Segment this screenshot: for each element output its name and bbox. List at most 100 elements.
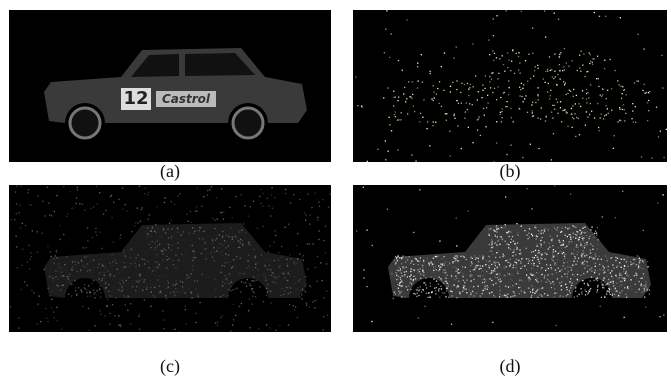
noise-dot bbox=[259, 196, 260, 197]
noise-dot bbox=[298, 281, 299, 282]
noise-dot bbox=[198, 294, 199, 295]
noise-dot bbox=[109, 313, 110, 314]
noise-dot bbox=[290, 258, 291, 259]
noise-dot bbox=[624, 317, 625, 318]
noise-dot bbox=[235, 265, 236, 266]
noise-dot bbox=[659, 316, 660, 317]
noise-dot bbox=[439, 241, 440, 242]
noise-dot bbox=[269, 206, 270, 207]
noise-dot bbox=[531, 208, 532, 209]
noise-dot bbox=[465, 111, 466, 112]
noise-dot bbox=[540, 243, 541, 244]
noise-dot bbox=[141, 279, 142, 280]
noise-dot bbox=[396, 257, 397, 258]
noise-dot bbox=[489, 250, 490, 251]
noise-dot bbox=[554, 293, 555, 294]
noise-dot bbox=[255, 296, 256, 297]
noise-dot bbox=[391, 273, 392, 274]
noise-dot bbox=[33, 292, 34, 293]
noise-dot bbox=[613, 148, 614, 149]
noise-dot bbox=[363, 277, 364, 278]
noise-dot bbox=[257, 228, 258, 229]
noise-dot bbox=[461, 103, 462, 104]
noise-dot bbox=[274, 260, 275, 261]
noise-dot bbox=[553, 78, 554, 79]
noise-dot bbox=[489, 76, 490, 77]
noise-dot bbox=[252, 296, 253, 297]
noise-dot bbox=[561, 269, 562, 270]
noise-dot bbox=[578, 239, 579, 240]
noise-dot bbox=[586, 261, 587, 262]
noise-dot bbox=[536, 277, 537, 278]
noise-dot bbox=[262, 205, 263, 206]
noise-dot bbox=[431, 292, 432, 293]
noise-dot bbox=[625, 273, 626, 274]
noise-dot bbox=[458, 272, 459, 273]
noise-dot bbox=[564, 256, 565, 257]
noise-dot bbox=[558, 247, 559, 248]
noise-dot bbox=[286, 287, 287, 288]
noise-dot bbox=[119, 272, 120, 273]
noise-dot bbox=[274, 276, 275, 277]
noise-dot bbox=[137, 222, 138, 223]
noise-dot bbox=[239, 247, 240, 248]
noise-dot bbox=[318, 201, 319, 202]
noise-dot bbox=[401, 112, 402, 113]
noise-dot bbox=[436, 287, 437, 288]
noise-dot bbox=[105, 288, 106, 289]
noise-dot bbox=[322, 280, 323, 281]
noise-dot bbox=[544, 277, 545, 278]
noise-dot bbox=[20, 289, 21, 290]
noise-dot bbox=[463, 276, 464, 277]
noise-dot bbox=[638, 256, 639, 257]
noise-dot bbox=[183, 231, 184, 232]
noise-dot bbox=[166, 259, 167, 260]
noise-dot bbox=[250, 206, 251, 207]
noise-dot bbox=[144, 263, 145, 264]
noise-dot bbox=[323, 316, 324, 317]
noise-dot bbox=[330, 193, 331, 194]
noise-dot bbox=[229, 273, 230, 274]
noise-dot bbox=[199, 227, 200, 228]
noise-dot bbox=[458, 269, 459, 270]
noise-dot bbox=[529, 228, 530, 229]
noise-dot bbox=[305, 291, 306, 292]
noise-dot bbox=[219, 235, 220, 236]
noise-dot bbox=[613, 281, 614, 282]
noise-dot bbox=[52, 280, 53, 281]
noise-dot bbox=[293, 261, 294, 262]
noise-dot bbox=[550, 90, 551, 91]
noise-dot bbox=[547, 70, 548, 71]
noise-dot bbox=[576, 231, 577, 232]
figure: 12 Castrol (a) (b) (c) (d) (() => { cons… bbox=[0, 0, 671, 385]
noise-dot bbox=[314, 307, 315, 308]
noise-dot bbox=[408, 285, 409, 286]
noise-dot bbox=[21, 265, 22, 266]
noise-dot bbox=[488, 234, 489, 235]
noise-dot bbox=[439, 81, 440, 82]
noise-dot bbox=[255, 264, 256, 265]
noise-dot bbox=[282, 273, 283, 274]
noise-dot bbox=[431, 276, 432, 277]
noise-dot bbox=[576, 247, 577, 248]
noise-dot bbox=[24, 281, 25, 282]
noise-dot bbox=[65, 270, 66, 271]
noise-dot bbox=[156, 206, 157, 207]
noise-dot bbox=[50, 251, 51, 252]
noise-dot bbox=[318, 239, 319, 240]
noise-dot bbox=[224, 265, 225, 266]
noise-dot bbox=[575, 258, 576, 259]
noise-dot bbox=[507, 294, 508, 295]
noise-dot bbox=[578, 103, 579, 104]
noise-dot bbox=[538, 148, 539, 149]
noise-dot bbox=[171, 202, 172, 203]
noise-dot bbox=[74, 280, 75, 281]
noise-dot bbox=[531, 268, 532, 269]
noise-dot bbox=[564, 254, 565, 255]
noise-dot bbox=[162, 310, 163, 311]
noise-dot bbox=[99, 192, 100, 193]
noise-dot bbox=[134, 262, 135, 263]
noise-dot bbox=[155, 270, 156, 271]
noise-dot bbox=[83, 265, 84, 266]
noise-dot bbox=[455, 256, 456, 257]
